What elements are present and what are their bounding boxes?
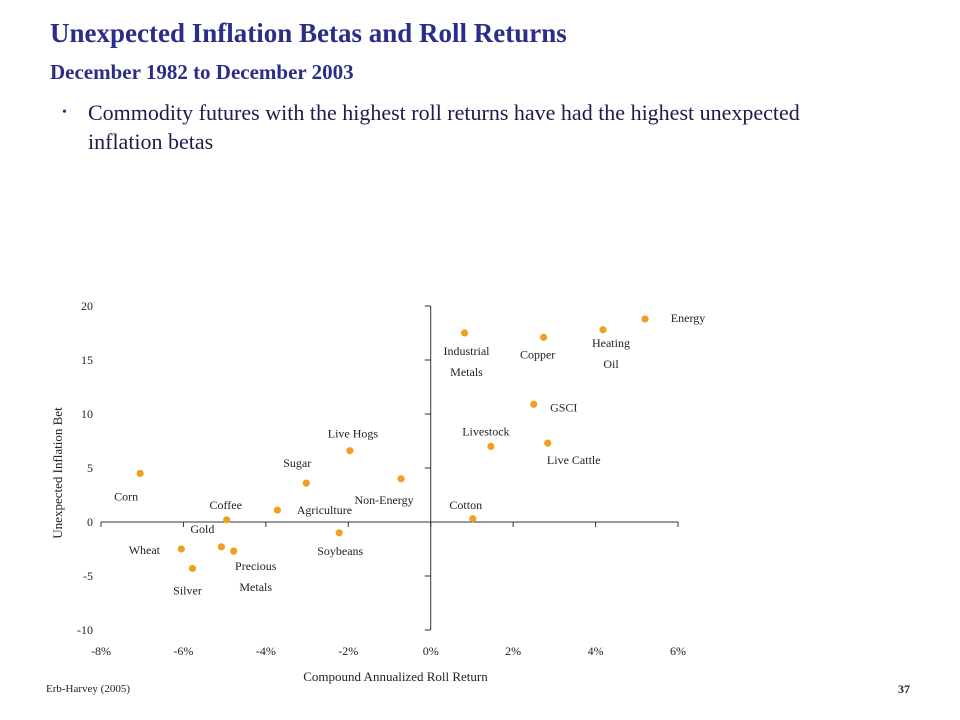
point-label-line: Cotton xyxy=(449,498,482,512)
data-point xyxy=(397,475,405,483)
y-axis-label: Unexpected Inflation Bet xyxy=(50,407,65,539)
point-label-sugar: Sugar xyxy=(283,456,311,470)
y-tick-label: 15 xyxy=(81,353,93,367)
point-label-line: Soybeans xyxy=(317,544,363,558)
point-label-corn: Corn xyxy=(114,489,138,503)
point-label-line: Copper xyxy=(520,347,555,361)
point-label-agriculture: Agriculture xyxy=(297,503,352,517)
data-point xyxy=(217,543,225,551)
y-tick-label: -10 xyxy=(77,623,93,637)
data-point xyxy=(273,506,281,514)
x-tick-label: -6% xyxy=(173,644,193,658)
data-point xyxy=(223,516,231,524)
point-label-line: Industrial xyxy=(444,344,491,358)
bullet-dot-icon: • xyxy=(62,105,67,120)
point-label-line: Energy xyxy=(671,311,705,325)
chart-ticks: -10 -5 0 5 10 15 20 -8% -6% -4% -2% 0% 2% 4% 6% xyxy=(77,299,686,658)
data-point xyxy=(544,439,552,447)
point-label-line: Heating xyxy=(592,336,630,350)
point-label-live-cattle: Live Cattle xyxy=(547,453,601,467)
point-label-silver: Silver xyxy=(173,583,202,597)
point-label-energy: Energy xyxy=(671,311,705,325)
point-label-gsci: GSCI xyxy=(550,400,577,414)
point-label-line: Wheat xyxy=(129,543,161,557)
point-label-line: Gold xyxy=(190,522,214,536)
y-tick-label: 5 xyxy=(87,461,93,475)
data-point xyxy=(188,564,197,573)
point-label-line: Precious xyxy=(235,559,277,573)
point-label-line: Corn xyxy=(114,489,138,503)
page-number: 37 xyxy=(898,682,910,696)
point-label-gold: Gold xyxy=(190,522,214,536)
point-label-line: Sugar xyxy=(283,456,311,470)
y-tick-label: 20 xyxy=(81,299,93,313)
data-point xyxy=(530,400,538,408)
data-point xyxy=(136,469,144,477)
data-point xyxy=(335,529,343,537)
point-label-line: Live Hogs xyxy=(328,427,379,441)
point-label-precious-metals: Precious Metals xyxy=(235,559,277,594)
data-point xyxy=(302,479,310,487)
point-label-line: Oil xyxy=(603,357,619,371)
x-tick-label: -2% xyxy=(338,644,358,658)
point-label-coffee: Coffee xyxy=(209,498,241,512)
data-point xyxy=(487,442,495,450)
point-label-wheat: Wheat xyxy=(129,543,161,557)
data-point xyxy=(641,315,649,323)
x-tick-label: -4% xyxy=(256,644,276,658)
slide-subtitle: December 1982 to December 2003 xyxy=(50,60,354,84)
point-label-line: GSCI xyxy=(550,400,577,414)
point-label-line: Metals xyxy=(450,365,483,379)
point-label-copper: Copper xyxy=(520,347,555,361)
x-axis-label: Compound Annualized Roll Return xyxy=(303,669,488,684)
chart-points xyxy=(136,315,649,573)
data-point xyxy=(599,326,607,334)
point-label-line: Live Cattle xyxy=(547,453,601,467)
point-label-line: Coffee xyxy=(209,498,241,512)
x-tick-label: -8% xyxy=(91,644,111,658)
point-label-live-hogs: Live Hogs xyxy=(328,427,379,441)
data-point xyxy=(540,333,548,341)
chart-axes xyxy=(101,306,678,630)
point-label-non-energy: Non-Energy xyxy=(354,493,413,507)
point-label-soybeans: Soybeans xyxy=(317,544,363,558)
point-label-heating-oil: Heating Oil xyxy=(592,336,630,371)
chart-point-labels: Corn Wheat Silver Gold Coffee Precious Metals A… xyxy=(114,311,705,597)
y-tick-label: 10 xyxy=(81,407,93,421)
x-tick-label: 0% xyxy=(423,644,439,658)
point-label-livestock: Livestock xyxy=(462,424,509,438)
slide-title: Unexpected Inflation Betas and Roll Retu… xyxy=(50,18,567,48)
bullet-text: Commodity futures with the highest roll … xyxy=(88,100,800,154)
y-tick-label: -5 xyxy=(83,569,93,583)
x-tick-label: 6% xyxy=(670,644,686,658)
point-label-cotton: Cotton xyxy=(449,498,482,512)
point-label-line: Silver xyxy=(173,583,202,597)
point-label-line: Agriculture xyxy=(297,503,352,517)
data-point xyxy=(460,329,469,337)
data-point xyxy=(230,547,238,555)
x-tick-label: 4% xyxy=(588,644,604,658)
point-label-line: Non-Energy xyxy=(354,493,413,507)
y-tick-label: 0 xyxy=(87,515,93,529)
footer-source: Erb-Harvey (2005) xyxy=(46,683,130,695)
data-point xyxy=(469,515,477,523)
point-label-industrial-metals: Industrial Metals xyxy=(444,344,491,379)
point-label-line: Livestock xyxy=(462,424,509,438)
point-label-line: Metals xyxy=(239,580,272,594)
data-point xyxy=(346,447,354,455)
x-tick-label: 2% xyxy=(505,644,521,658)
data-point xyxy=(177,545,185,553)
